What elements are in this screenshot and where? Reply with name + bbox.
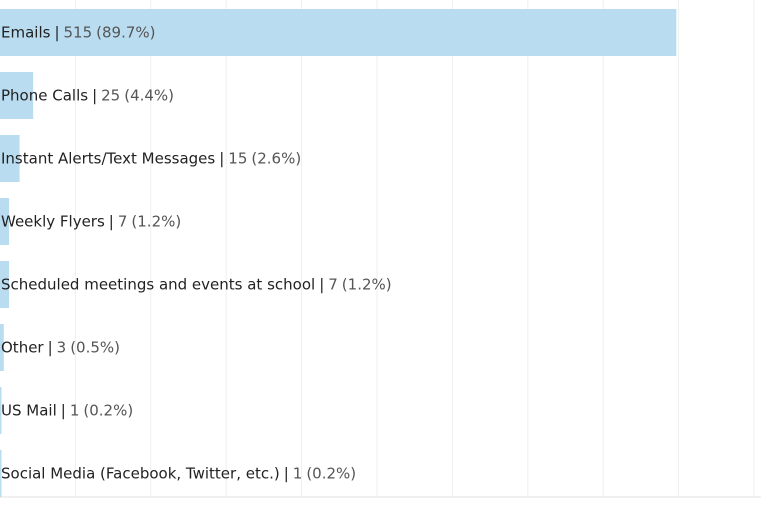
category-label: US Mail <box>1 401 57 419</box>
value-label: 15 <box>228 149 247 167</box>
category-label: Other <box>1 338 44 356</box>
percent-label: (89.7%) <box>96 23 155 41</box>
value-label: 3 <box>57 338 67 356</box>
separator: | <box>109 212 114 230</box>
value-label: 515 <box>64 23 93 41</box>
percent-label: (4.4%) <box>124 86 174 104</box>
category-label: Scheduled meetings and events at school <box>1 275 315 293</box>
percent-label: (2.6%) <box>251 149 301 167</box>
bar-label: Instant Alerts/Text Messages | 15 (2.6%) <box>1 149 301 167</box>
separator: | <box>61 401 66 419</box>
value-label: 7 <box>328 275 338 293</box>
bar <box>0 324 4 371</box>
category-label: Phone Calls <box>1 86 88 104</box>
bar <box>0 450 2 497</box>
separator: | <box>92 86 97 104</box>
value-label: 1 <box>70 401 80 419</box>
value-label: 25 <box>101 86 120 104</box>
separator: | <box>219 149 224 167</box>
bar-label: Weekly Flyers | 7 (1.2%) <box>1 212 181 230</box>
bar-label: US Mail | 1 (0.2%) <box>1 401 133 419</box>
separator: | <box>284 464 289 482</box>
separator: | <box>54 23 59 41</box>
bar-label: Social Media (Facebook, Twitter, etc.) | 1… <box>1 464 356 482</box>
bar-label: Emails | 515 (89.7%) <box>1 23 156 41</box>
percent-label: (0.2%) <box>306 464 356 482</box>
bar-label: Scheduled meetings and events at school |… <box>1 275 392 293</box>
category-label: Instant Alerts/Text Messages <box>1 149 215 167</box>
bar-label: Other | 3 (0.5%) <box>1 338 120 356</box>
percent-label: (0.2%) <box>83 401 133 419</box>
percent-label: (0.5%) <box>70 338 120 356</box>
bar <box>0 198 10 245</box>
bar <box>0 387 2 434</box>
bar <box>0 9 677 56</box>
category-label: Emails <box>1 23 51 41</box>
bar <box>0 261 10 308</box>
bar <box>0 135 20 182</box>
percent-label: (1.2%) <box>131 212 181 230</box>
value-label: 7 <box>118 212 128 230</box>
separator: | <box>319 275 324 293</box>
bar-label: Phone Calls | 25 (4.4%) <box>1 86 174 104</box>
value-label: 1 <box>293 464 303 482</box>
category-label: Social Media (Facebook, Twitter, etc.) <box>1 464 280 482</box>
category-label: Weekly Flyers <box>1 212 105 230</box>
separator: | <box>48 338 53 356</box>
bar <box>0 72 34 119</box>
percent-label: (1.2%) <box>342 275 392 293</box>
